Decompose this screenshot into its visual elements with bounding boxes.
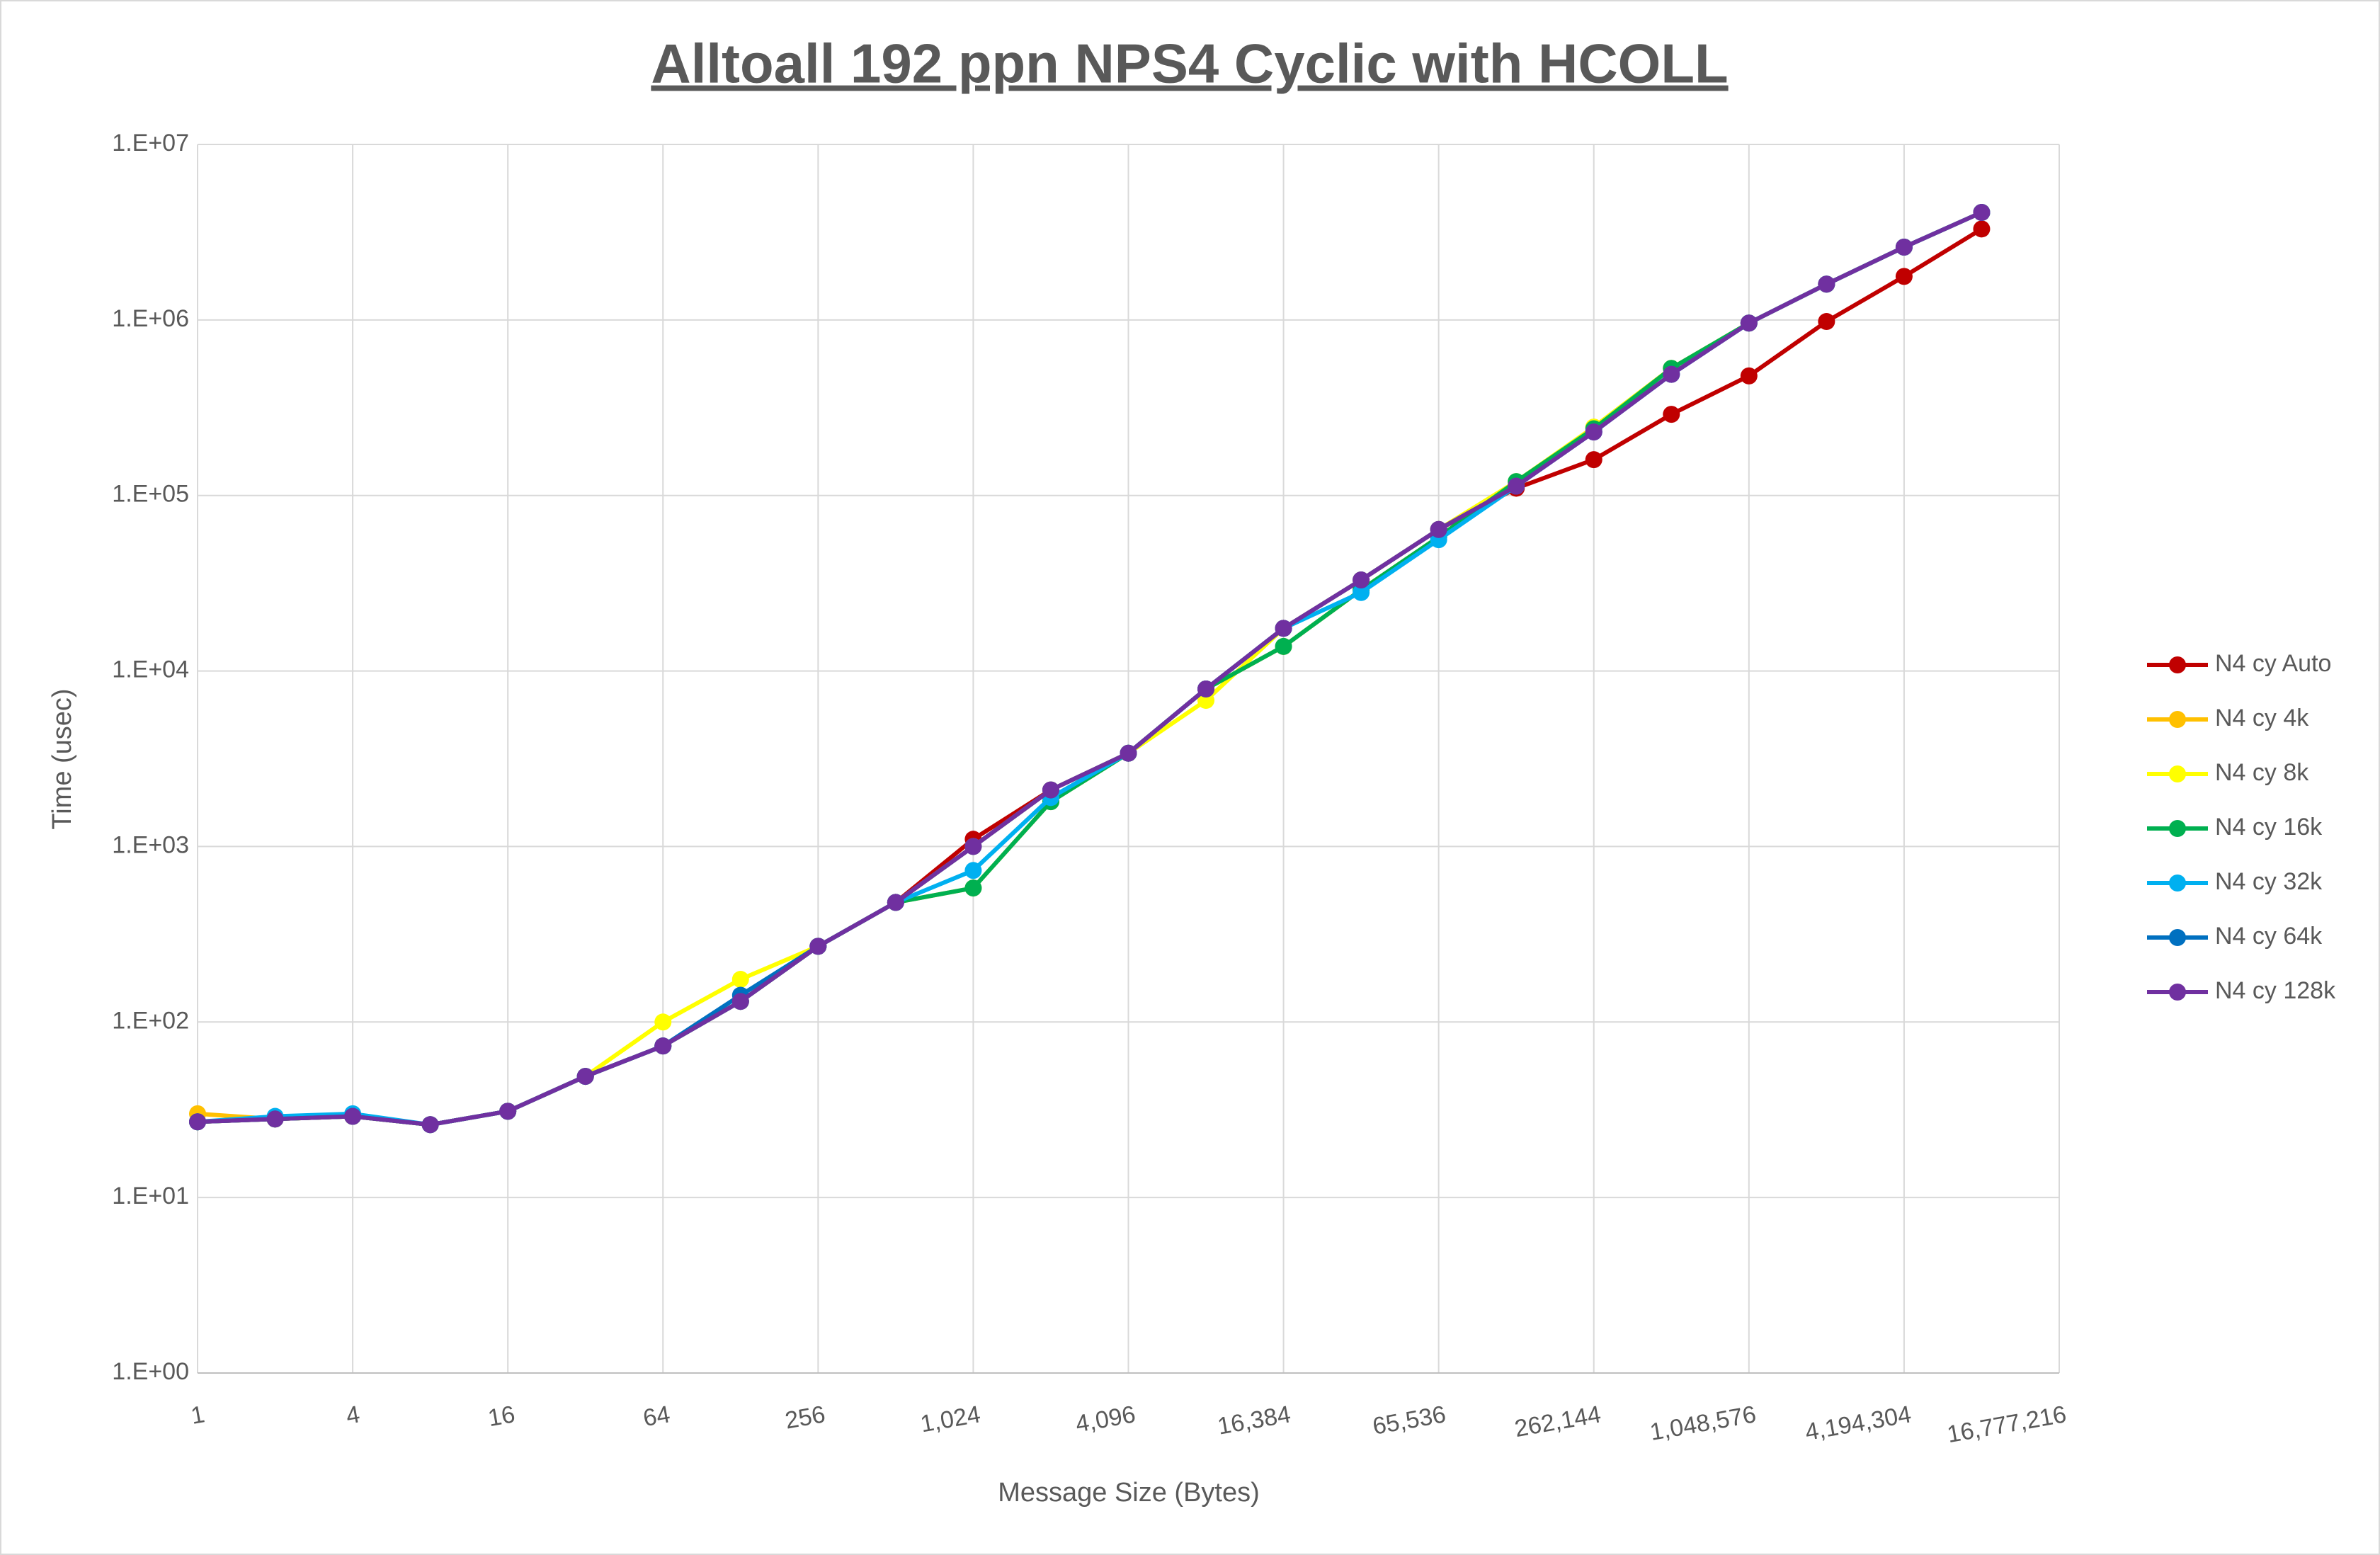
legend-label: N4 cy 4k	[2215, 705, 2309, 731]
y-tick-label: 1.E+03	[112, 831, 189, 858]
legend-swatch-marker	[2169, 929, 2186, 946]
y-tick-label: 1.E+07	[112, 130, 189, 156]
data-point	[1353, 583, 1370, 601]
data-point	[887, 894, 904, 911]
legend-label: N4 cy Auto	[2215, 650, 2331, 677]
data-point	[1740, 314, 1758, 332]
legend-label: N4 cy 8k	[2215, 759, 2309, 786]
legend-swatch-marker	[2169, 984, 2186, 1001]
chart-title: Alltoall 192 ppn NPS4 Cyclic with HCOLL	[651, 33, 1728, 95]
data-point	[1895, 239, 1913, 256]
y-tick-label: 1.E+00	[112, 1358, 189, 1385]
data-point	[731, 971, 749, 989]
series	[189, 203, 1991, 1134]
y-tick-label: 1.E+06	[112, 305, 189, 332]
y-tick-label: 1.E+04	[112, 656, 189, 683]
legend-label: N4 cy 16k	[2215, 814, 2323, 841]
data-point	[1895, 268, 1913, 285]
data-point	[1740, 367, 1758, 385]
data-point	[266, 1110, 284, 1128]
data-point	[1585, 451, 1602, 469]
data-point	[964, 838, 982, 855]
data-point	[1275, 620, 1292, 637]
data-point	[344, 1107, 362, 1125]
data-point	[189, 1113, 206, 1131]
data-point	[1585, 423, 1602, 441]
data-point	[654, 1037, 672, 1055]
data-point	[1430, 520, 1447, 538]
legend-swatch-marker	[2169, 875, 2186, 892]
data-point	[654, 1013, 672, 1031]
y-tick-label: 1.E+02	[112, 1007, 189, 1034]
series-line	[197, 210, 1983, 1127]
data-point	[1663, 365, 1680, 383]
legend-label: N4 cy 128k	[2215, 977, 2336, 1004]
data-point	[1120, 744, 1137, 762]
data-point	[1973, 220, 1991, 238]
legend-label: N4 cy 32k	[2215, 868, 2323, 895]
data-point	[731, 993, 749, 1010]
legend-swatch-marker	[2169, 765, 2186, 782]
data-point	[1818, 313, 1835, 331]
x-tick-label: 64	[641, 1401, 672, 1432]
x-tick-label: 16	[486, 1401, 517, 1432]
y-tick-label: 1.E+05	[112, 481, 189, 508]
data-point	[1508, 477, 1525, 495]
data-point	[499, 1103, 517, 1120]
legend-swatch-marker	[2169, 656, 2186, 673]
data-point	[1353, 571, 1370, 589]
data-point	[1663, 406, 1680, 423]
data-point	[1818, 275, 1835, 293]
data-point	[964, 862, 982, 879]
data-point	[1042, 781, 1059, 799]
data-point	[421, 1116, 439, 1134]
data-point	[576, 1068, 594, 1086]
y-axis-title: Time (usec)	[47, 688, 77, 829]
data-point	[1197, 680, 1215, 697]
legend-label: N4 cy 64k	[2215, 923, 2323, 950]
y-tick-label: 1.E+01	[112, 1183, 189, 1209]
legend-swatch-marker	[2169, 711, 2186, 728]
data-point	[1275, 637, 1292, 655]
data-point	[809, 938, 827, 955]
data-point	[1973, 203, 1991, 221]
legend-swatch-marker	[2169, 820, 2186, 837]
x-axis-title: Message Size (Bytes)	[998, 1478, 1260, 1508]
data-point	[964, 879, 982, 897]
